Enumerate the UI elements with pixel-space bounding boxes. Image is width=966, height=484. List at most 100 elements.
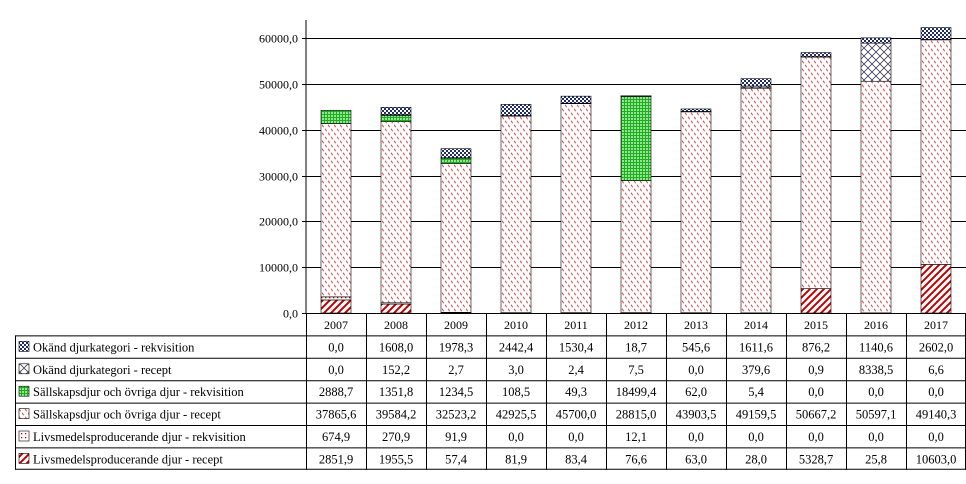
bar-segment-2009-s3 [440, 157, 472, 164]
table-cell: 28,0 [745, 452, 767, 466]
table-cell: 1955,5 [379, 452, 413, 466]
bar-segment-2012-s5 [620, 95, 652, 97]
legend-label: Sällskapsdjur och övriga djur - rekvisit… [33, 385, 244, 399]
table-cell: 2,4 [568, 363, 584, 377]
legend-key [18, 341, 30, 352]
table-cell: 1530,4 [559, 340, 594, 354]
table-cell: 0,0 [808, 385, 824, 399]
table-cell: 25,8 [865, 452, 887, 466]
bar-segment-2016-s5 [860, 37, 892, 44]
table-cell: 0,0 [328, 340, 344, 354]
x-tick-label-2007: 2007 [324, 318, 348, 332]
table-cell: 152,2 [382, 363, 410, 377]
bar-segment-2016-s4 [860, 42, 892, 82]
legend-key [18, 363, 30, 375]
table-cell: 0,0 [568, 430, 584, 444]
table-cell: 2602,0 [919, 340, 953, 354]
table-cell: 0,0 [508, 430, 524, 444]
table-cell: 50597,1 [856, 408, 897, 422]
table-cell: 42925,5 [496, 408, 537, 422]
table-cell: 39584,2 [376, 408, 417, 422]
table-cell: 2888,7 [319, 385, 353, 399]
legend-label: Okänd djurkategori - recept [33, 363, 172, 377]
y-tick-label: 30000,0 [259, 170, 298, 184]
table-cell: 1608,0 [379, 340, 413, 354]
table-cell: 49159,5 [736, 408, 777, 422]
table-cell: 7,5 [628, 363, 644, 377]
table-cell: 2851,9 [319, 452, 353, 466]
bar-segment-2017-s2 [920, 39, 952, 265]
x-tick-label-2014: 2014 [744, 318, 768, 332]
x-tick-label-2008: 2008 [384, 318, 408, 332]
x-tick-label-2009: 2009 [444, 318, 468, 332]
bar-segment-2011-s5 [560, 95, 592, 104]
table-cell: 1351,8 [379, 385, 413, 399]
bar-segment-2015-s2 [800, 56, 832, 289]
table-cell: 28815,0 [616, 408, 657, 422]
table-cell: 12,1 [625, 430, 647, 444]
table-cell: 0,0 [748, 430, 764, 444]
legend-key [18, 453, 30, 464]
bar-segment-2010-s2 [500, 115, 532, 313]
bar-segment-2007-s3 [320, 109, 352, 124]
table-cell: 8338,5 [859, 363, 893, 377]
table-cell: 32523,2 [436, 408, 477, 422]
bar-segment-2013-s2 [680, 111, 712, 314]
table-cell: 108,5 [502, 385, 530, 399]
table-cell: 49,3 [565, 385, 587, 399]
table-cell: 57,4 [445, 452, 468, 466]
bar-segment-2012-s3 [620, 95, 652, 181]
table-cell: 0,0 [688, 430, 704, 444]
bars [320, 27, 952, 314]
bar-segment-2015-s5 [800, 52, 832, 57]
table-cell: 45700,0 [556, 408, 597, 422]
table-cell: 1140,6 [859, 340, 893, 354]
bar-segment-2009-s2 [440, 163, 472, 313]
table-cell: 5328,7 [799, 452, 833, 466]
bar-segment-2008-s3 [380, 115, 412, 122]
table-cell: 5,4 [748, 385, 764, 399]
table-cell: 270,9 [382, 430, 410, 444]
bar-segment-2013-s5 [680, 108, 712, 112]
table-cell: 0,0 [928, 430, 944, 444]
x-tick-label-2016: 2016 [864, 318, 888, 332]
x-tick-label-2010: 2010 [504, 318, 528, 332]
table-cell: 76,6 [625, 452, 647, 466]
y-axis: 0,0 10000,0 20000,0 30000,0 40000,0 50000,0 60… [259, 20, 307, 321]
bar-segment-2017-s5 [920, 27, 952, 40]
y-tick-label: 50000,0 [259, 78, 298, 92]
table-cell: 37865,6 [316, 408, 357, 422]
table-cell: 0,0 [928, 385, 944, 399]
legend-label: Sällskapsdjur och övriga djur - recept [33, 408, 221, 422]
x-tick-label-2015: 2015 [804, 318, 828, 332]
table-cell: 18,7 [625, 340, 647, 354]
table-cell: 545,6 [682, 340, 710, 354]
bar-segment-2015-s0 [800, 288, 832, 314]
table-cell: 63,0 [685, 452, 707, 466]
table-cell: 91,9 [445, 430, 467, 444]
legend-key [18, 430, 30, 442]
bar-segment-2014-s5 [740, 78, 772, 87]
y-tick-label: 10000,0 [259, 261, 298, 275]
legend-label: Livsmedelsproducerande djur - rekvisitio… [33, 430, 247, 444]
table-cell: 1611,6 [739, 340, 773, 354]
legend-label: Okänd djurkategori - rekvisition [33, 340, 195, 354]
table-cell: 2,7 [448, 363, 464, 377]
table-cell: 674,9 [322, 430, 350, 444]
table-cell: 62,0 [685, 385, 707, 399]
bar-segment-2010-s5 [500, 104, 532, 116]
x-tick-label-2013: 2013 [684, 318, 708, 332]
x-tick-label-2012: 2012 [624, 318, 648, 332]
data-table: 2007 2008 2009 2010 2011 2012 2013 2014 2015 2016… [15, 313, 966, 470]
table-cell: 3,0 [508, 363, 524, 377]
bar-segment-2016-s2 [860, 80, 892, 314]
table-cell: 0,0 [868, 430, 884, 444]
table-cell: 18499,4 [616, 385, 657, 399]
y-tick-label: 0,0 [283, 307, 298, 321]
table-cell: 0,0 [808, 430, 824, 444]
table-cell: 0,0 [688, 363, 704, 377]
table-cell: 50667,2 [796, 408, 837, 422]
table-cell: 10603,0 [916, 452, 957, 466]
x-tick-label-2011: 2011 [564, 318, 588, 332]
